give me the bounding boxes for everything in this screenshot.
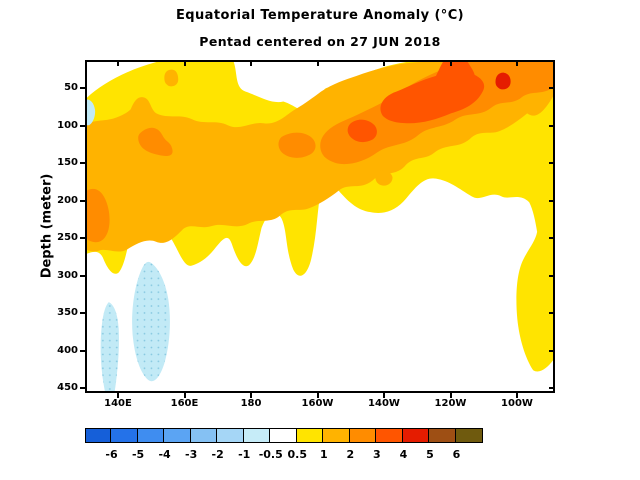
y-tick-label: 350 [57,307,78,318]
chart-subtitle: Pentad centered on 27 JUN 2018 [199,34,441,49]
x-tick-label: 140W [368,398,400,409]
x-tick-mark [183,393,186,398]
colorbar-tick-label: -6 [105,448,118,461]
colorbar-cell [110,428,139,443]
x-tick-mark [250,393,252,398]
plot-frame [85,60,555,393]
colorbar-cell [136,428,165,443]
y-tick-mark [80,312,85,314]
contour-spot-4-to-5 [495,72,511,90]
y-tick-label: 200 [57,194,78,206]
colorbar-tick-label: -5 [131,448,145,461]
x-tick-mark-top [250,62,252,66]
contour-plot [87,62,553,391]
colorbar-cell [454,428,483,443]
colorbar-cell [348,428,377,443]
colorbar-tick-label: -0.5 [258,448,283,461]
y-tick-mark-right [549,274,553,277]
x-tick-mark-top [516,62,518,66]
x-tick-mark-top [316,62,319,66]
x-tick-label: 160W [301,398,334,409]
y-tick-label: 50 [64,82,78,93]
x-tick-mark [316,393,319,398]
y-tick-mark-right [549,124,553,127]
colorbar-tick-label: -1 [238,448,251,461]
y-tick-mark [80,237,85,239]
y-tick-label: 400 [57,344,78,356]
colorbar-tick-label: 2 [346,448,355,461]
colorbar-cell [295,428,324,443]
colorbar-tick-label: 3 [373,448,381,461]
colorbar-tick-label: 1 [319,448,328,461]
contour-region-3-to-4 [347,62,485,143]
y-tick-mark-right [549,162,553,164]
x-tick-label: 180 [240,398,262,409]
colorbar-cell [428,428,457,443]
y-tick-mark-right [549,199,553,202]
colorbar-tick-label: 5 [426,448,434,461]
x-tick-mark [383,393,385,398]
colorbar-tick-label: 0.5 [287,448,308,461]
y-tick-mark [80,87,85,89]
y-tick-label: 100 [57,119,78,131]
contour-stipple-overlay [100,261,170,391]
y-tick-mark-right [549,312,553,314]
y-tick-label: 450 [57,382,78,393]
y-tick-mark [80,199,85,202]
colorbar-cell [375,428,404,443]
colorbar-tick-label: 6 [452,448,461,461]
y-tick-mark [80,387,85,389]
x-tick-mark-top [117,62,119,66]
y-tick-mark [80,162,85,164]
y-tick-label: 250 [57,232,78,243]
x-tick-label: 100W [501,398,533,409]
y-tick-mark-right [549,349,553,352]
y-tick-mark-right [549,87,553,89]
x-tick-mark [117,393,119,398]
x-tick-mark-top [383,62,385,66]
y-axis-title: Depth (meter) [39,173,55,279]
colorbar-tick-label: -2 [211,448,224,461]
y-tick-mark-right [549,387,553,389]
y-tick-mark-right [549,237,553,239]
colorbar-cell [401,428,430,443]
y-tick-mark [80,274,85,277]
colorbar-tick-label: -4 [158,448,171,461]
colorbar-cell [216,428,245,443]
x-tick-label: 160E [170,398,199,409]
y-tick-mark [80,349,85,352]
y-tick-label: 300 [57,269,78,281]
x-tick-mark [449,393,452,398]
y-tick-label: 150 [57,157,78,168]
x-tick-mark [516,393,518,398]
colorbar-cell [322,428,351,443]
colorbar-cell [269,428,298,443]
x-tick-mark-top [183,62,186,66]
colorbar-cell [163,428,192,443]
colorbar-tick-label: 4 [399,448,408,461]
colorbar-cell [189,428,218,443]
chart-title: Equatorial Temperature Anomaly (°C) [176,8,464,23]
colorbar-tick-label: -3 [185,448,198,461]
x-tick-label: 120W [434,398,467,409]
x-tick-mark-top [449,62,452,66]
colorbar-cell [242,428,271,443]
x-tick-label: 140E [104,398,132,409]
colorbar-cell [85,428,112,443]
y-tick-mark [80,124,85,127]
